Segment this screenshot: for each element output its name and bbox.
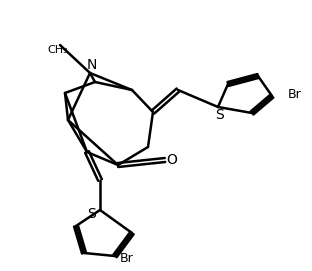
Text: Br: Br: [288, 88, 302, 101]
Text: CH₃: CH₃: [48, 45, 68, 55]
Text: O: O: [167, 153, 178, 167]
Text: N: N: [87, 58, 97, 72]
Text: Br: Br: [120, 253, 134, 266]
Text: S: S: [88, 207, 96, 221]
Text: S: S: [216, 108, 224, 122]
